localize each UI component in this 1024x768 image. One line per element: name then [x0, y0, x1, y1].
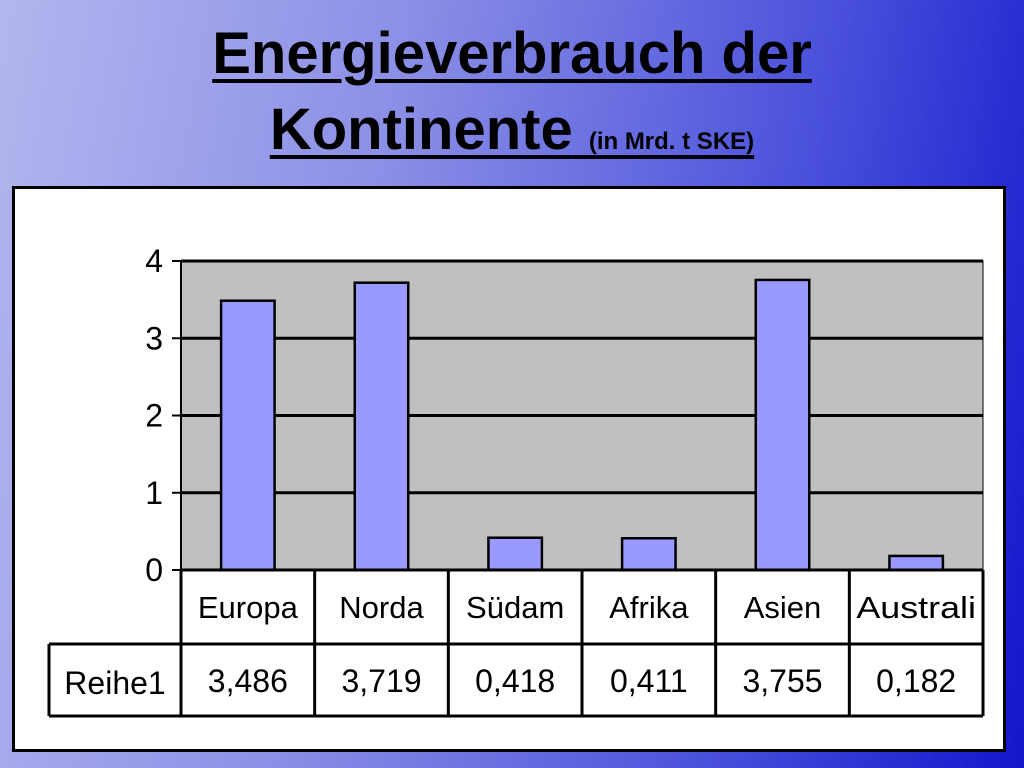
y-tick-label: 2 — [145, 398, 163, 434]
data-value-label: 3,486 — [208, 663, 288, 699]
y-tick-label: 4 — [145, 243, 163, 279]
series-label: Reihe1 — [64, 665, 165, 701]
category-label: Australi — [856, 590, 976, 625]
bar-norda — [353, 281, 410, 572]
bar-südam — [487, 536, 544, 572]
chart-panel: 0 1 2 3 4 Europa 3,486 Norda 3,719 Südam 0,418 Afri… — [12, 186, 1006, 752]
title-unit: (in Mrd. t SKE) — [588, 128, 755, 155]
data-value-label: 3,719 — [341, 663, 421, 699]
y-tick-label: 3 — [145, 320, 163, 356]
y-tick-label: 0 — [145, 552, 163, 588]
bar-asien — [754, 278, 811, 572]
category-label: Südam — [466, 590, 564, 625]
data-value-label: 0,418 — [475, 663, 555, 699]
category-label: Europa — [198, 590, 299, 625]
data-value-label: 3,755 — [742, 663, 822, 699]
y-tick-label: 1 — [145, 475, 163, 511]
title-line-2: Kontinente (in Mrd. t SKE) — [270, 98, 754, 174]
slide-title: Energieverbrauch der Kontinente (in Mrd.… — [0, 22, 1024, 174]
bar-australi — [888, 554, 945, 572]
title-main: Kontinente — [269, 97, 573, 162]
category-label: Norda — [339, 590, 424, 625]
category-label: Afrika — [609, 590, 689, 625]
title-line-1: Energieverbrauch der — [212, 21, 812, 86]
bar-europa — [219, 299, 276, 572]
data-value-label: 0,411 — [610, 663, 688, 699]
bar-chart: 0 1 2 3 4 Europa 3,486 Norda 3,719 Südam 0,418 Afri… — [47, 243, 985, 718]
data-value-label: 0,182 — [876, 663, 956, 699]
bar-afrika — [620, 537, 677, 572]
category-label: Asien — [744, 590, 822, 625]
